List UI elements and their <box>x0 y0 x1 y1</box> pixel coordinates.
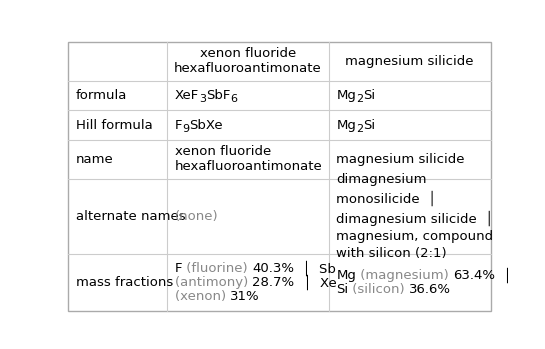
Text: │  Sb: │ Sb <box>294 261 336 276</box>
Text: Mg: Mg <box>336 89 356 102</box>
Text: (fluorine): (fluorine) <box>183 262 252 275</box>
Text: Si: Si <box>364 119 376 132</box>
Text: formula: formula <box>76 89 127 102</box>
Text: 9: 9 <box>183 124 190 134</box>
Text: dimagnesium
monosilicide  │
dimagnesium silicide  │
magnesium, compound
with sil: dimagnesium monosilicide │ dimagnesium s… <box>336 173 494 260</box>
Text: Si: Si <box>336 283 348 296</box>
Text: mass fractions: mass fractions <box>76 276 173 289</box>
Text: 6: 6 <box>231 94 238 104</box>
Text: 36.6%: 36.6% <box>409 283 451 296</box>
Text: 40.3%: 40.3% <box>252 262 294 275</box>
Text: (antimony): (antimony) <box>175 276 252 289</box>
Text: alternate names: alternate names <box>76 210 185 223</box>
Text: Mg: Mg <box>336 269 356 282</box>
Text: Hill formula: Hill formula <box>76 119 153 132</box>
Text: 63.4%: 63.4% <box>453 269 495 282</box>
Text: 31%: 31% <box>231 290 260 303</box>
Text: (silicon): (silicon) <box>348 283 409 296</box>
Text: xenon fluoride
hexafluoroantimonate: xenon fluoride hexafluoroantimonate <box>174 47 322 75</box>
Text: SbXe: SbXe <box>190 119 223 132</box>
Text: (magnesium): (magnesium) <box>356 269 453 282</box>
Text: F: F <box>175 119 183 132</box>
Text: 3: 3 <box>199 94 206 104</box>
Text: (none): (none) <box>175 210 219 223</box>
Text: XeF: XeF <box>175 89 199 102</box>
Text: F: F <box>175 262 183 275</box>
Text: │: │ <box>495 268 512 283</box>
Text: Si: Si <box>364 89 376 102</box>
Text: │  Xe: │ Xe <box>295 275 336 290</box>
Text: 2: 2 <box>356 94 364 104</box>
Text: SbF: SbF <box>206 89 231 102</box>
Text: 2: 2 <box>356 124 364 134</box>
Text: 28.7%: 28.7% <box>252 276 295 289</box>
Text: name: name <box>76 153 113 166</box>
Text: xenon fluoride
hexafluoroantimonate: xenon fluoride hexafluoroantimonate <box>175 146 323 173</box>
Text: Mg: Mg <box>336 119 356 132</box>
Text: magnesium silicide: magnesium silicide <box>336 153 465 166</box>
Text: (xenon): (xenon) <box>175 290 231 303</box>
Text: magnesium silicide: magnesium silicide <box>346 55 474 68</box>
